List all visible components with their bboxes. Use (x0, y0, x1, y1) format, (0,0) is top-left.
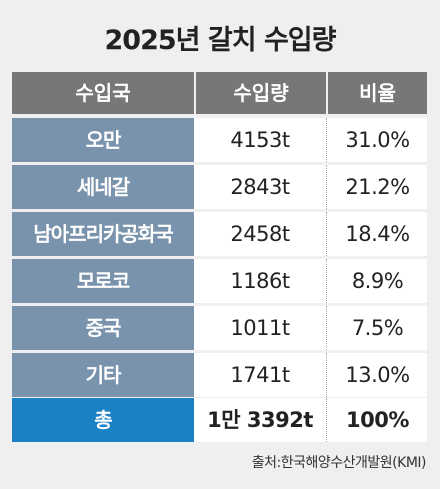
amount-cell: 1186t (194, 259, 326, 303)
amount-cell: 1741t (194, 353, 326, 397)
ratio-cell: 21.2% (328, 165, 427, 209)
table-row: 오만 4153t 31.0% (12, 118, 427, 162)
country-cell: 세네갈 (12, 165, 194, 209)
ratio-cell: 18.4% (328, 212, 427, 256)
ratio-cell: 13.0% (328, 353, 427, 397)
cell-divider (326, 259, 328, 303)
total-ratio: 100% (328, 398, 427, 442)
cell-divider (326, 353, 328, 397)
header-divider (194, 72, 196, 114)
header-amount: 수입량 (233, 81, 289, 105)
country-cell: 모로코 (12, 259, 194, 303)
ratio-cell: 7.5% (328, 306, 427, 350)
country-cell: 기타 (12, 353, 194, 397)
amount-cell: 4153t (194, 118, 326, 162)
ratio-cell: 31.0% (328, 118, 427, 162)
header-divider (326, 72, 328, 114)
country-cell: 남아프리카공화국 (12, 212, 194, 256)
table-row: 기타 1741t 13.0% (12, 353, 427, 397)
cell-divider (326, 306, 328, 350)
cell-divider (326, 212, 328, 256)
cell-divider (326, 165, 328, 209)
source-note: 출처:한국해양수산개발원(KMI) (251, 455, 427, 471)
total-amount: 1만 3392t (194, 398, 326, 442)
country-cell: 오만 (12, 118, 194, 162)
table-row: 모로코 1186t 8.9% (12, 259, 427, 303)
total-label: 총 (12, 398, 194, 442)
header-country: 수입국 (75, 81, 131, 105)
country-cell: 중국 (12, 306, 194, 350)
amount-cell: 2843t (194, 165, 326, 209)
cell-divider (326, 118, 328, 162)
header-ratio: 비율 (359, 81, 396, 105)
ratio-cell: 8.9% (328, 259, 427, 303)
amount-cell: 2458t (194, 212, 326, 256)
table-row: 세네갈 2843t 21.2% (12, 165, 427, 209)
cell-divider (326, 398, 328, 442)
table-header: 수입국 수입량 비율 (12, 72, 427, 114)
table-row: 중국 1011t 7.5% (12, 306, 427, 350)
total-row: 총 1만 3392t 100% (12, 398, 427, 442)
amount-cell: 1011t (194, 306, 326, 350)
table-row: 남아프리카공화국 2458t 18.4% (12, 212, 427, 256)
chart-title: 2025년 갈치 수입량 (104, 25, 337, 56)
